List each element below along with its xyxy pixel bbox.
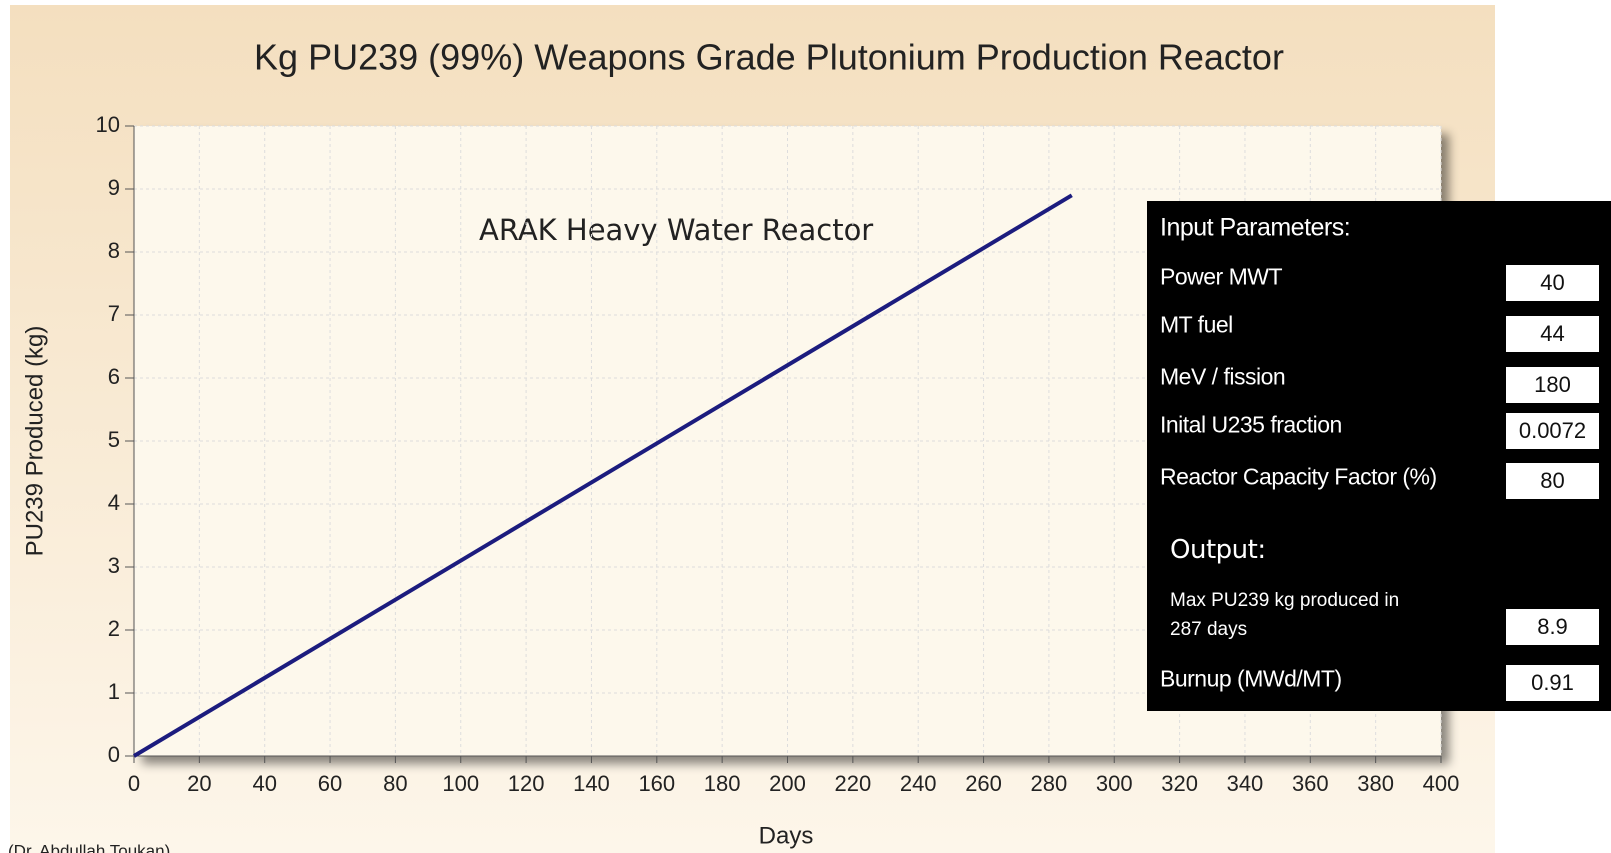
x-tick-label: 380 bbox=[1357, 771, 1394, 796]
y-axis-label: PU239 Produced (kg) bbox=[21, 326, 48, 557]
x-tick-label: 20 bbox=[187, 771, 211, 796]
footer: (Dr. Abdullah Toukan) bbox=[8, 841, 170, 853]
input-label: Power MWT bbox=[1160, 263, 1283, 290]
input-value: 0.0072 bbox=[1506, 413, 1599, 449]
x-tick-label: 160 bbox=[638, 771, 675, 796]
y-tick-label: 8 bbox=[108, 238, 120, 263]
y-tick-label: 4 bbox=[108, 490, 120, 515]
parameter-panel: Input Parameters: Power MWT 40 MT fuel 44 MeV… bbox=[1147, 201, 1611, 711]
input-value: 44 bbox=[1506, 316, 1599, 352]
input-label: MeV / fission bbox=[1160, 363, 1286, 390]
x-tick-label: 300 bbox=[1096, 771, 1133, 796]
x-tick-label: 280 bbox=[1031, 771, 1068, 796]
x-tick-label: 120 bbox=[508, 771, 545, 796]
y-tick-label: 7 bbox=[108, 301, 120, 326]
x-tick-label: 200 bbox=[769, 771, 806, 796]
y-tick-label: 6 bbox=[108, 364, 120, 389]
x-tick-label: 60 bbox=[318, 771, 342, 796]
x-axis-label: Days bbox=[759, 822, 814, 849]
y-tick-label: 0 bbox=[108, 742, 120, 767]
input-label: MT fuel bbox=[1160, 311, 1233, 338]
output-value: 0.91 bbox=[1506, 665, 1599, 701]
input-value: 80 bbox=[1506, 463, 1599, 499]
output-value: 8.9 bbox=[1506, 609, 1599, 645]
y-tick-label: 9 bbox=[108, 175, 120, 200]
x-tick-label: 400 bbox=[1423, 771, 1460, 796]
y-tick-label: 3 bbox=[108, 553, 120, 578]
input-label: Reactor Capacity Factor (%) bbox=[1160, 463, 1437, 490]
x-tick-label: 0 bbox=[128, 771, 140, 796]
input-label: Inital U235 fraction bbox=[1160, 411, 1342, 438]
data-line bbox=[132, 193, 1073, 758]
x-tick-label: 40 bbox=[252, 771, 276, 796]
annotation: ARAK Heavy Water Reactor bbox=[479, 213, 873, 247]
input-value: 40 bbox=[1506, 265, 1599, 301]
x-tick-label: 80 bbox=[383, 771, 407, 796]
output-label: Max PU239 kg produced in 287 days bbox=[1170, 590, 1400, 640]
panel-heading: Input Parameters: bbox=[1160, 213, 1351, 242]
x-tick-label: 240 bbox=[900, 771, 937, 796]
y-tick-label: 1 bbox=[108, 679, 120, 704]
y-tick-label: 5 bbox=[108, 427, 120, 452]
panel-heading: Output: bbox=[1170, 535, 1266, 565]
x-tick-label: 340 bbox=[1227, 771, 1264, 796]
input-value: 180 bbox=[1506, 367, 1599, 403]
x-tick-label: 260 bbox=[965, 771, 1002, 796]
x-tick-label: 220 bbox=[834, 771, 871, 796]
x-tick-label: 100 bbox=[442, 771, 479, 796]
y-tick-label: 2 bbox=[108, 616, 120, 641]
output-label: Burnup (MWd/MT) bbox=[1160, 665, 1342, 692]
y-tick-label: 10 bbox=[96, 112, 120, 137]
chart-title: Kg PU239 (99%) Weapons Grade Plutonium P… bbox=[254, 37, 1284, 78]
x-tick-label: 320 bbox=[1161, 771, 1198, 796]
x-tick-label: 360 bbox=[1292, 771, 1329, 796]
x-tick-label: 140 bbox=[573, 771, 610, 796]
x-tick-label: 180 bbox=[704, 771, 741, 796]
